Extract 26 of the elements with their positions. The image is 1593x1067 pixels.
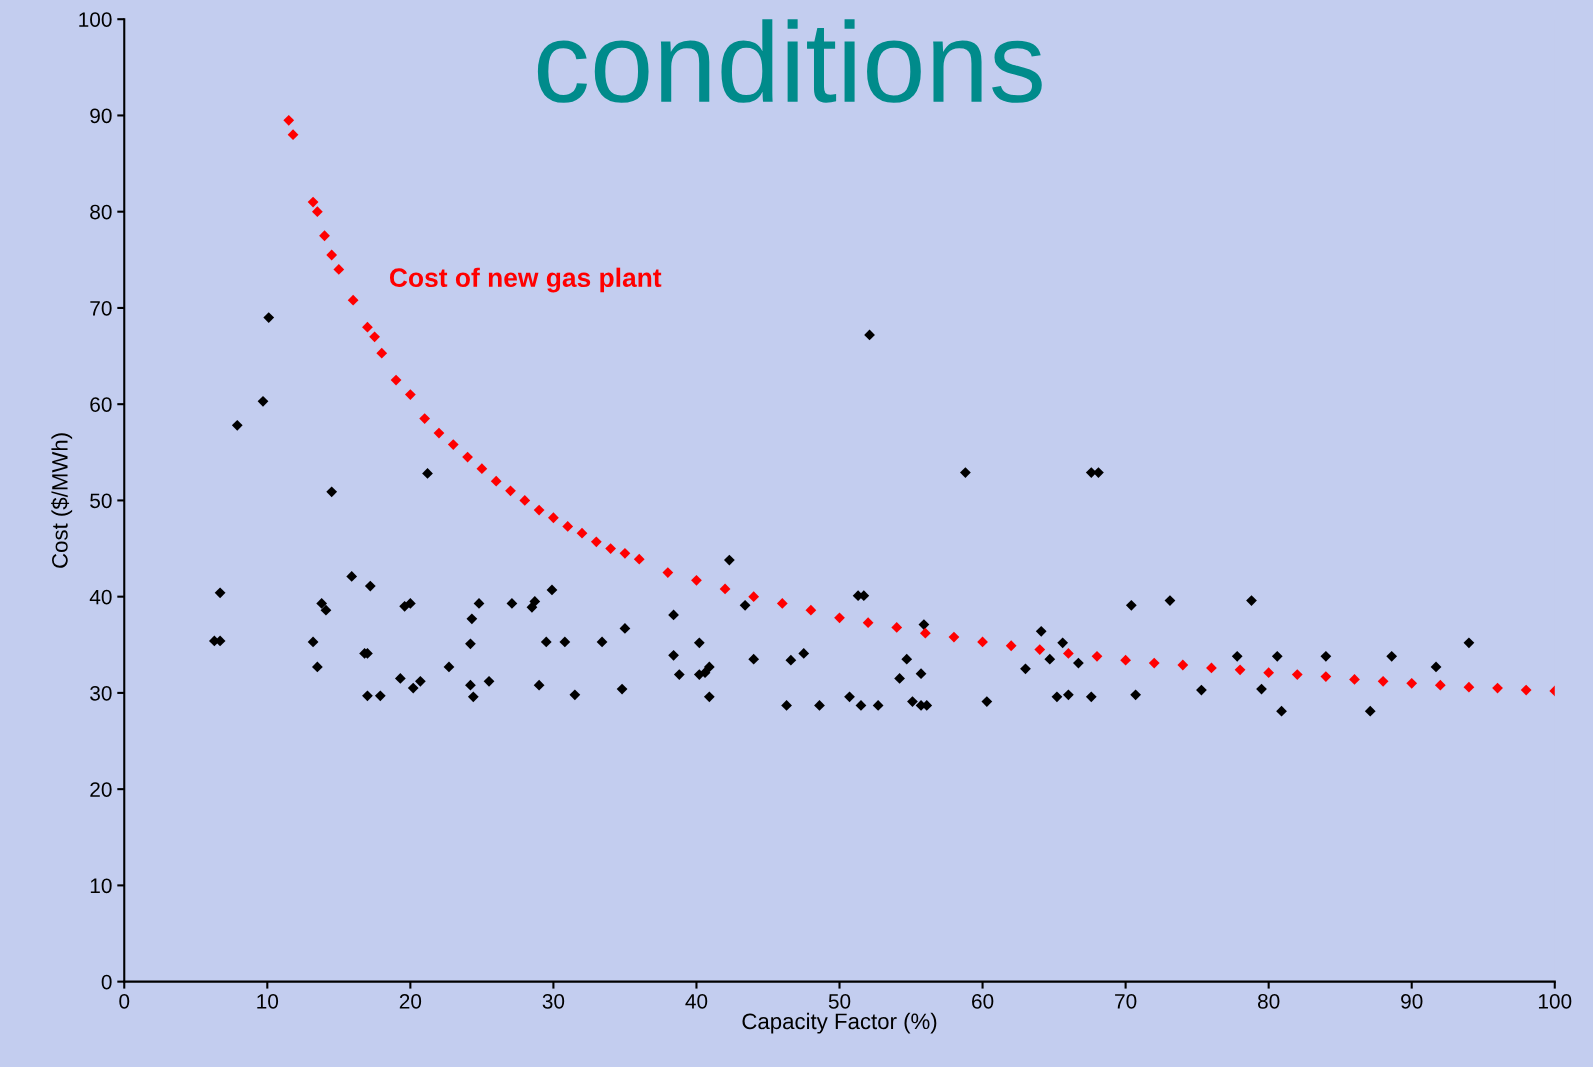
y-axis-title: Cost ($/MWh) <box>51 433 73 568</box>
x-axis-title: Capacity Factor (%) <box>742 1012 937 1034</box>
x-tick-label: 90 <box>1401 994 1423 1009</box>
y-tick-label: 30 <box>90 685 112 701</box>
x-tick-label: 70 <box>1115 994 1137 1009</box>
x-tick-label: 10 <box>257 994 279 1009</box>
chart-title: conditions <box>537 19 1042 103</box>
y-tick-label: 50 <box>90 493 112 509</box>
x-tick-label: 100 <box>1538 994 1572 1009</box>
x-tick-label: 20 <box>399 994 422 1009</box>
x-tick-label: 80 <box>1257 994 1280 1009</box>
y-tick-label: 100 <box>79 12 112 27</box>
y-tick-label: 80 <box>90 204 112 220</box>
annotation: Cost of new gas plant <box>389 267 662 293</box>
y-tick-label: 60 <box>90 397 112 412</box>
x-tick-label: 50 <box>828 994 851 1009</box>
x-tick-label: 30 <box>542 994 565 1009</box>
x-tick-label: 60 <box>972 994 994 1009</box>
x-tick-label: 40 <box>685 994 708 1009</box>
y-tick-label: 20 <box>90 782 112 797</box>
y-tick-label: 0 <box>101 974 112 990</box>
x-tick-label: 0 <box>119 994 130 1009</box>
y-tick-label: 40 <box>89 589 112 605</box>
y-tick-label: 70 <box>90 300 112 316</box>
y-tick-label: 10 <box>90 878 112 894</box>
y-tick-label: 90 <box>90 108 112 124</box>
